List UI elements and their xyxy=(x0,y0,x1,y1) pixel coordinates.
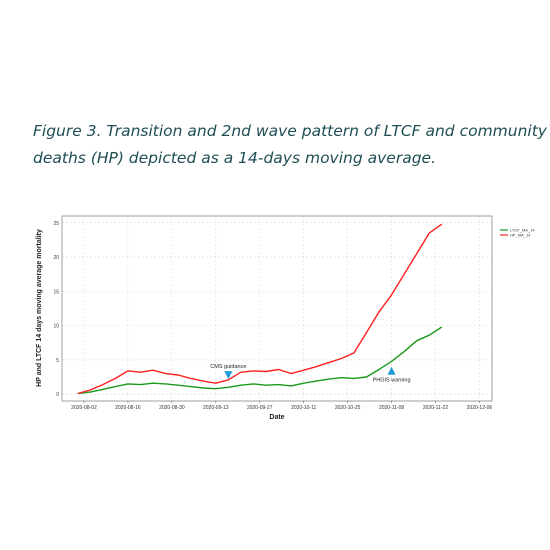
legend-label: LTCF_MA_14 xyxy=(510,228,535,233)
x-tick-label: 2020-08-16 xyxy=(115,405,141,411)
series-line-hp-ma-14 xyxy=(77,223,443,395)
x-tick-label: 2020-08-30 xyxy=(159,405,185,411)
annotations: CMS guidance PHGIS warning xyxy=(210,364,410,384)
series-lines xyxy=(77,223,443,395)
x-tick-label: 2020-11-22 xyxy=(423,405,448,411)
annotation-label: PHGIS warning xyxy=(373,378,411,384)
x-tick-label: 2020-08-02 xyxy=(71,405,97,411)
x-tick-label: 2020-11-08 xyxy=(379,405,404,411)
legend-label: HP_MA_14 xyxy=(510,233,531,238)
line-chart: 0 5 10 15 20 25 2020-08-02 2020-08-16 2020-08-30… xyxy=(36,215,535,421)
annotation-label: CMS guidance xyxy=(210,364,246,370)
x-tick-label: 2020-09-27 xyxy=(247,405,273,411)
y-tick-label: 5 xyxy=(56,358,59,364)
grid xyxy=(62,216,492,401)
series-line-ltcf-ma-14 xyxy=(77,326,443,395)
x-axis-label: Date xyxy=(269,414,284,421)
x-tick-label: 2020-10-25 xyxy=(335,405,361,411)
y-tick-label: 20 xyxy=(53,255,59,261)
y-tick-label: 0 xyxy=(56,392,59,398)
x-tick-label: 2020-12-06 xyxy=(467,405,493,411)
y-tick-label: 25 xyxy=(53,221,59,227)
caption-line-1: Figure 3. Transition and 2nd wave patter… xyxy=(33,122,547,140)
y-axis-label: HP and LTCF 14 days moving average morta… xyxy=(36,229,43,387)
annotation-arrow-up-icon xyxy=(387,366,396,375)
y-tick-label: 15 xyxy=(53,289,59,295)
caption-line-2: deaths (HP) depicted as a 14-days moving… xyxy=(33,149,437,167)
axis-ticks: 0 5 10 15 20 25 2020-08-02 2020-08-16 2020-08-30… xyxy=(53,221,492,411)
figure-caption: Figure 3. Transition and 2nd wave patter… xyxy=(33,118,547,172)
y-tick-label: 10 xyxy=(53,324,59,330)
x-tick-label: 2020-09-13 xyxy=(203,405,229,411)
x-tick-label: 2020-10-11 xyxy=(291,405,316,411)
plot-frame xyxy=(61,215,493,402)
annotation-arrow-down-icon xyxy=(224,371,233,380)
